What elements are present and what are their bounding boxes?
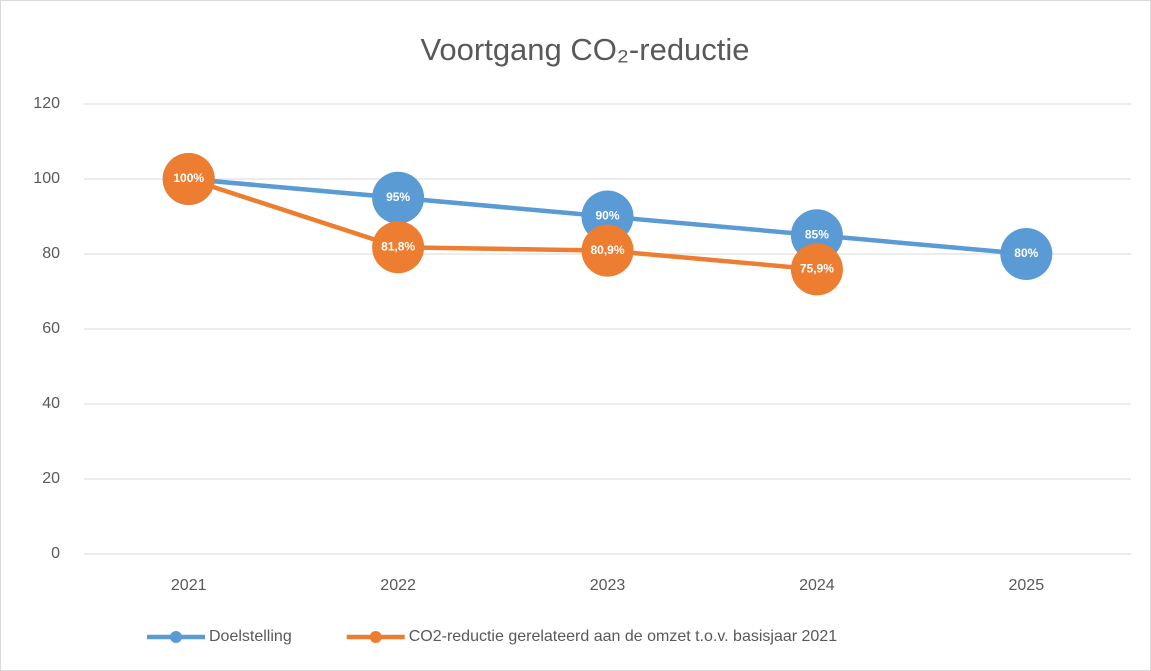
- point: [372, 221, 425, 274]
- y-tick-label: 80: [42, 245, 60, 262]
- y-tick-label: 100: [33, 170, 60, 187]
- data-label: 85%: [805, 227, 829, 241]
- data-label: 80,9%: [590, 243, 624, 257]
- x-tick-label: 2025: [1009, 577, 1045, 594]
- data-label: 81,8%: [381, 239, 415, 253]
- y-tick-label: 20: [42, 470, 60, 487]
- y-tick-label: 60: [42, 320, 60, 337]
- legend-label: Doelstelling: [209, 628, 292, 645]
- x-tick-label: 2021: [171, 577, 207, 594]
- data-label: 100%: [173, 171, 204, 185]
- point: [372, 171, 425, 224]
- data-label: 75,9%: [800, 262, 834, 276]
- point: [581, 224, 634, 277]
- data-label: 95%: [386, 190, 410, 204]
- x-tick-label: 2024: [799, 577, 835, 594]
- series-line: [186, 176, 820, 272]
- data-label: 90%: [595, 209, 619, 223]
- point: [790, 243, 843, 296]
- y-tick-label: 40: [42, 395, 60, 412]
- legend-marker: [170, 631, 182, 643]
- y-tick-label: 120: [33, 95, 60, 112]
- point: [162, 153, 215, 205]
- x-tick-label: 2023: [590, 577, 626, 594]
- data-label: 80%: [1014, 246, 1038, 260]
- y-tick-label: 0: [51, 545, 60, 562]
- point: [1000, 228, 1053, 280]
- legend-label: CO2-reductie gerelateerd aan de omzet t.…: [409, 628, 837, 645]
- chart-title: Voortgang CO₂-reductie: [420, 32, 749, 67]
- legend-marker: [369, 631, 382, 643]
- x-tick-label: 2022: [380, 577, 416, 594]
